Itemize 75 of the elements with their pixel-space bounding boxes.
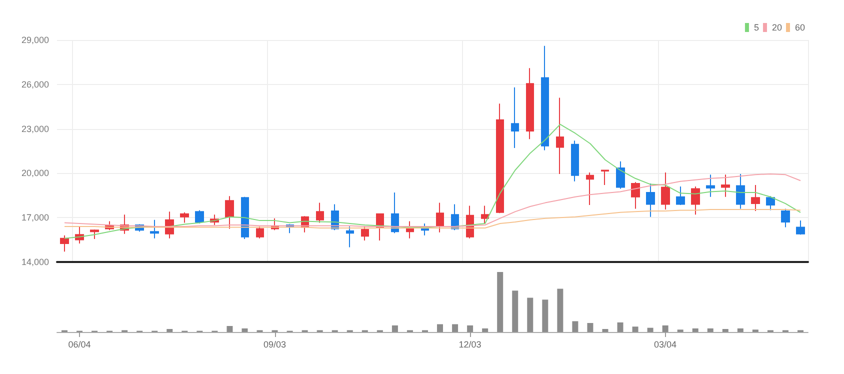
bar <box>557 288 564 332</box>
bar <box>527 298 534 332</box>
candlestick <box>706 174 715 198</box>
bar <box>452 324 458 332</box>
candlestick <box>676 186 685 206</box>
candlestick <box>601 170 609 186</box>
candlestick <box>571 140 579 182</box>
candlestick <box>406 220 414 239</box>
legend-label: 20 <box>772 22 782 32</box>
bar <box>737 328 744 332</box>
candlestick <box>180 212 189 224</box>
candlestick <box>225 196 234 230</box>
candlestick <box>616 160 625 190</box>
candlestick <box>391 192 399 234</box>
bar <box>542 300 548 332</box>
bar <box>467 325 474 332</box>
bar <box>617 322 624 332</box>
line-series <box>64 124 801 239</box>
y-tick-label: 17,000 <box>21 212 49 223</box>
y-tick-label: 26,000 <box>21 79 49 90</box>
candlestick <box>150 219 159 239</box>
candlestick <box>526 68 534 140</box>
bar <box>226 326 233 332</box>
x-tick-label: 12/03 <box>458 340 482 350</box>
bar <box>166 329 173 332</box>
bar <box>707 328 714 332</box>
candlestick <box>316 202 324 224</box>
x-tick-label: 06/04 <box>68 340 91 350</box>
bar <box>692 328 698 332</box>
candlestick <box>361 226 369 242</box>
bar <box>482 328 488 332</box>
bar <box>512 290 518 332</box>
candlestick <box>496 103 504 214</box>
candlestick <box>421 223 429 236</box>
candlestick <box>511 86 519 149</box>
candlestick <box>60 234 69 252</box>
legend-label: 5 <box>754 22 759 32</box>
bar <box>242 328 248 332</box>
y-tick-label: 20,000 <box>21 168 49 178</box>
bar <box>602 329 608 332</box>
candlestick <box>586 172 594 206</box>
bar <box>722 329 728 332</box>
candlestick <box>661 172 670 210</box>
bar <box>392 325 398 332</box>
bar <box>587 323 594 332</box>
y-tick-label: 29,000 <box>21 35 49 45</box>
candlestick <box>346 226 354 248</box>
bar <box>662 325 668 332</box>
x-tick-label: 09/03 <box>264 340 286 350</box>
candlestick <box>781 208 790 228</box>
candlestick <box>736 173 745 210</box>
candlestick <box>646 183 655 218</box>
bar <box>647 328 654 332</box>
candlestick <box>796 220 805 236</box>
candlestick <box>256 226 264 239</box>
candlestick <box>751 184 760 212</box>
bar <box>497 272 504 332</box>
candlestick <box>481 205 489 224</box>
bar <box>632 326 638 332</box>
bar <box>437 324 444 332</box>
y-tick-label: 23,000 <box>21 124 49 134</box>
candlestick <box>541 45 549 151</box>
candlestick <box>721 174 730 198</box>
y-tick-label: 14,000 <box>21 257 49 267</box>
candlestick <box>195 210 204 224</box>
candlestick <box>90 228 99 240</box>
candlestick <box>631 182 640 210</box>
candlestick <box>436 202 444 233</box>
x-tick-label: 03/04 <box>654 340 677 350</box>
legend-label: 60 <box>794 22 806 32</box>
candlestick <box>556 97 564 174</box>
candlestick <box>241 196 249 240</box>
candlestick <box>766 196 775 211</box>
bar <box>572 321 578 332</box>
candlestick <box>691 186 700 216</box>
